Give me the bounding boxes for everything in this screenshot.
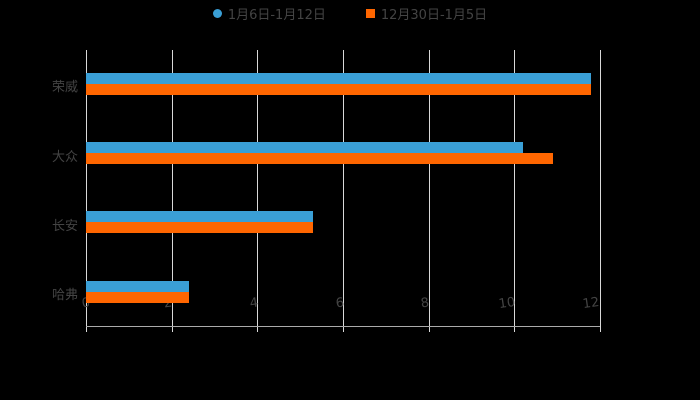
bar-series2[interactable] xyxy=(86,84,592,95)
gridline xyxy=(514,50,516,332)
gridline xyxy=(428,50,430,332)
plot-area xyxy=(86,50,601,332)
gridline xyxy=(343,50,344,332)
legend-label: 1月6日-1月12日 xyxy=(227,7,326,23)
gridline xyxy=(600,50,601,332)
bar-series2[interactable] xyxy=(86,222,314,233)
x-axis-line xyxy=(86,326,600,327)
category-label: 长安 xyxy=(51,219,78,234)
legend-item-series2[interactable]: 12月30日-1月5日 xyxy=(365,4,488,23)
x-tick-label: 10 xyxy=(497,294,517,313)
category-label: 大众 xyxy=(51,150,78,165)
gridline xyxy=(171,50,173,332)
square-marker-icon xyxy=(365,8,375,18)
bar-series1[interactable] xyxy=(86,281,189,292)
circle-marker-icon xyxy=(212,8,222,18)
gridline xyxy=(86,50,87,332)
bar-series1[interactable] xyxy=(86,142,523,153)
category-label: 荣威 xyxy=(51,80,78,95)
chart-legend: 1月6日-1月12日 12月30日-1月5日 xyxy=(0,4,700,23)
category-label: 哈弗 xyxy=(51,288,78,303)
bar-series2[interactable] xyxy=(86,292,189,303)
bar-series1[interactable] xyxy=(86,73,592,84)
bar-series1[interactable] xyxy=(86,211,314,222)
x-tick-label: 12 xyxy=(581,294,601,313)
gridline xyxy=(257,50,259,332)
legend-label: 12月30日-1月5日 xyxy=(380,7,488,23)
legend-item-series1[interactable]: 1月6日-1月12日 xyxy=(212,4,326,23)
bar-series2[interactable] xyxy=(86,153,553,164)
